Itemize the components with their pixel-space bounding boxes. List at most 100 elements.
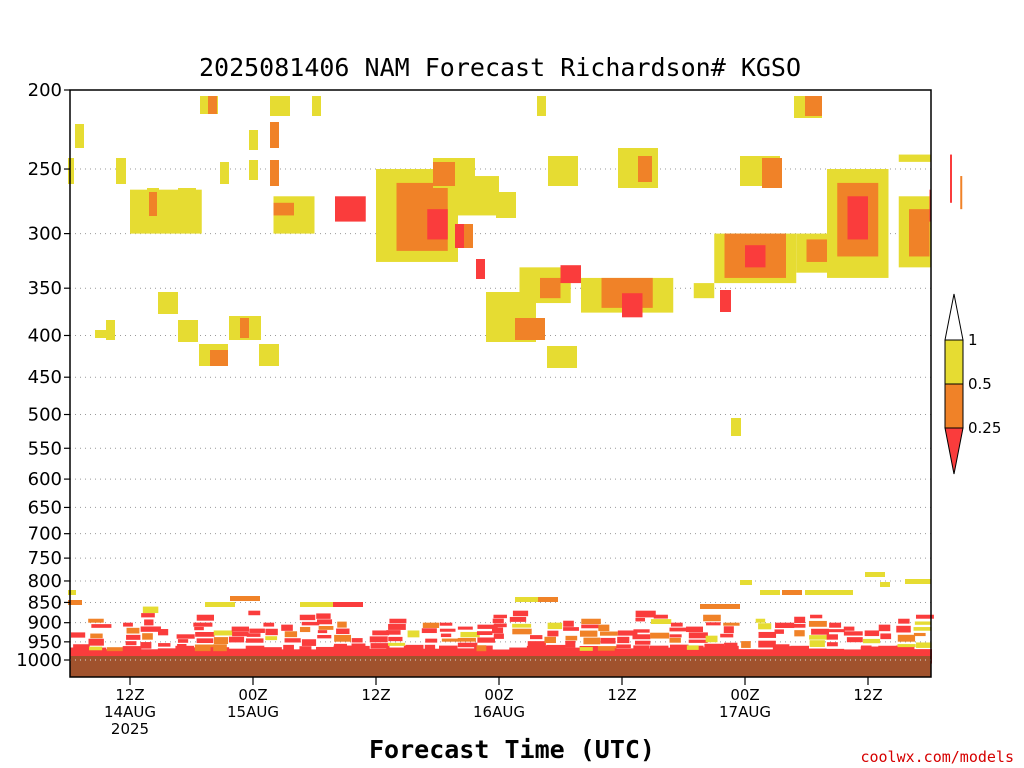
ri-cell xyxy=(617,630,638,636)
ri-cell xyxy=(515,597,555,602)
ri-cell xyxy=(745,245,766,268)
x-tick-label: 17AUG xyxy=(719,703,771,721)
ri-cell xyxy=(826,642,838,647)
ri-cell xyxy=(333,602,363,607)
y-tick-label: 900 xyxy=(28,613,62,634)
ri-cell xyxy=(142,633,153,640)
ri-cell xyxy=(723,622,740,626)
ri-cell xyxy=(476,259,485,279)
ri-cell xyxy=(865,572,885,577)
y-tick-label: 300 xyxy=(28,224,62,245)
colorbar-label: 1 xyxy=(968,331,978,349)
ri-cell xyxy=(581,618,601,625)
ri-cell xyxy=(808,620,827,627)
x-tick-label: 00Z xyxy=(238,686,267,704)
ri-cell xyxy=(861,645,872,651)
ri-cell xyxy=(622,293,643,318)
ri-cell xyxy=(460,631,480,638)
ri-cell xyxy=(372,630,390,636)
ri-cell xyxy=(632,634,651,640)
ri-cell xyxy=(846,637,863,643)
ri-cell xyxy=(299,614,316,621)
ri-cell xyxy=(440,633,452,638)
ri-cell xyxy=(669,627,689,632)
ri-cell xyxy=(914,621,932,625)
x-tick-label: 12Z xyxy=(361,686,390,704)
ri-cell xyxy=(547,622,563,630)
ri-cell xyxy=(509,616,527,622)
ri-cell xyxy=(213,630,234,636)
y-tick-label: 800 xyxy=(28,571,62,592)
ri-cell xyxy=(351,643,366,647)
ri-cell xyxy=(70,632,86,638)
y-tick-label: 500 xyxy=(28,405,62,426)
ri-cell xyxy=(669,634,682,638)
ri-cell xyxy=(140,626,161,632)
ri-cell xyxy=(724,642,738,649)
ri-cell xyxy=(231,626,250,632)
ri-cell xyxy=(68,600,82,605)
ri-cell xyxy=(492,618,504,624)
ri-cell xyxy=(616,644,631,649)
ri-cell xyxy=(407,630,420,638)
ri-cell xyxy=(635,617,646,622)
ri-cell xyxy=(388,636,403,642)
ri-cell xyxy=(299,646,312,653)
ri-cell xyxy=(477,624,498,629)
ri-cell xyxy=(249,160,258,180)
ri-cell xyxy=(880,633,892,640)
ri-cell xyxy=(68,590,76,595)
ri-cell xyxy=(73,644,90,649)
ri-cell xyxy=(91,624,112,628)
ri-cell xyxy=(177,643,187,648)
ri-cell xyxy=(880,582,890,587)
ri-cell xyxy=(670,622,683,627)
ri-cell xyxy=(88,638,104,646)
ri-cell xyxy=(809,635,829,640)
ri-cell xyxy=(283,644,294,651)
ground-fill xyxy=(70,656,931,677)
ri-cell xyxy=(144,619,154,626)
ri-cell xyxy=(336,628,350,635)
ri-cell xyxy=(281,624,293,631)
ri-cell xyxy=(650,619,672,625)
ri-cell xyxy=(270,160,279,186)
y-tick-label: 550 xyxy=(28,438,62,459)
ri-cell xyxy=(263,622,275,627)
ri-cell xyxy=(862,638,881,644)
ri-cell xyxy=(565,640,576,648)
ri-cell xyxy=(915,614,934,619)
ri-cell xyxy=(693,283,715,299)
ri-cell xyxy=(740,580,752,585)
ri-cell xyxy=(669,644,689,652)
x-tick-label: 00Z xyxy=(484,686,513,704)
ri-cell xyxy=(351,638,363,643)
ri-cell xyxy=(760,590,780,595)
chart-title: 2025081406 NAM Forecast Richardson# KGSO xyxy=(199,53,801,82)
ri-cell xyxy=(546,644,566,649)
ri-cell xyxy=(650,632,670,639)
ri-cell xyxy=(700,604,740,609)
ri-cell xyxy=(600,637,616,644)
ri-cell xyxy=(213,637,229,645)
ri-cell xyxy=(125,641,137,646)
y-tick-label: 950 xyxy=(28,632,62,653)
ri-cell xyxy=(703,614,721,622)
colorbar-label: 0.5 xyxy=(968,375,992,393)
ri-cell xyxy=(878,624,891,632)
y-tick-label: 650 xyxy=(28,497,62,518)
ri-cell xyxy=(493,623,507,628)
ri-cell xyxy=(774,629,784,634)
ri-cell xyxy=(617,636,630,644)
colorbar-label: 0.25 xyxy=(968,419,1001,437)
ri-cell xyxy=(140,642,152,649)
ri-cell xyxy=(249,628,265,633)
ri-cell xyxy=(723,626,734,634)
ri-cell xyxy=(491,627,504,634)
ri-cell xyxy=(299,626,311,633)
ri-cell xyxy=(705,635,718,643)
ri-cell xyxy=(259,344,279,366)
ri-cell xyxy=(635,610,656,618)
ri-cell xyxy=(810,614,823,619)
